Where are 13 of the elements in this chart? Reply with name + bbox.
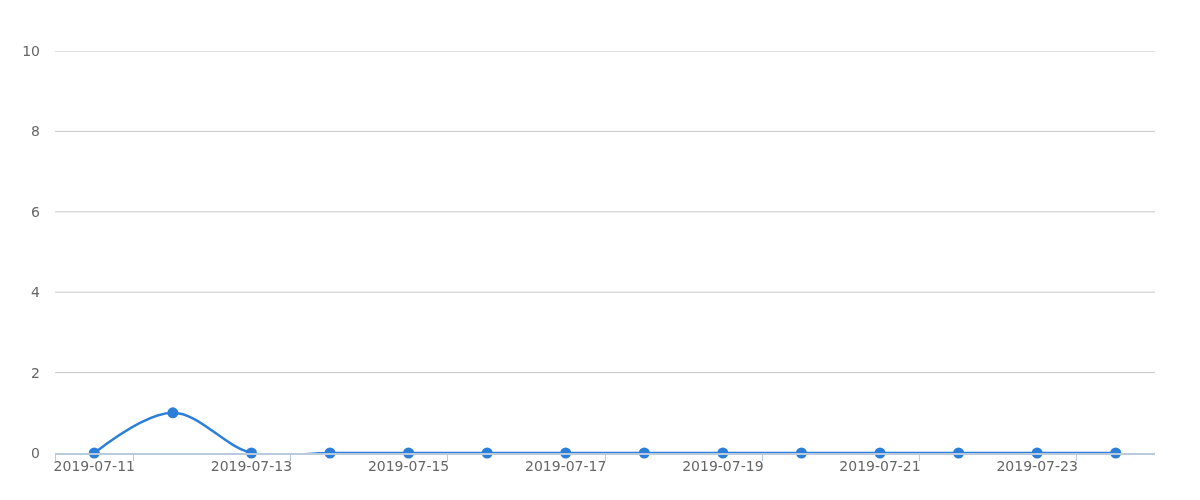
x-tick-label: 2019-07-13 xyxy=(210,458,293,475)
y-tick-label: 4 xyxy=(31,284,41,301)
x-tick-label: 2019-07-11 xyxy=(53,458,135,475)
y-tick-label: 6 xyxy=(31,203,41,220)
y-tick-label: 8 xyxy=(31,123,40,140)
y-tick-label: 10 xyxy=(22,42,40,59)
y-tick-label: 0 xyxy=(31,444,40,461)
x-tick-label: 2019-07-15 xyxy=(367,458,450,475)
x-tick-label: 2019-07-23 xyxy=(996,458,1078,475)
x-tick-label: 2019-07-19 xyxy=(682,458,764,475)
y-tick-label: 2 xyxy=(31,364,40,381)
x-tick-label: 2019-07-21 xyxy=(839,458,921,475)
x-tick-label: 2019-07-17 xyxy=(525,458,607,475)
